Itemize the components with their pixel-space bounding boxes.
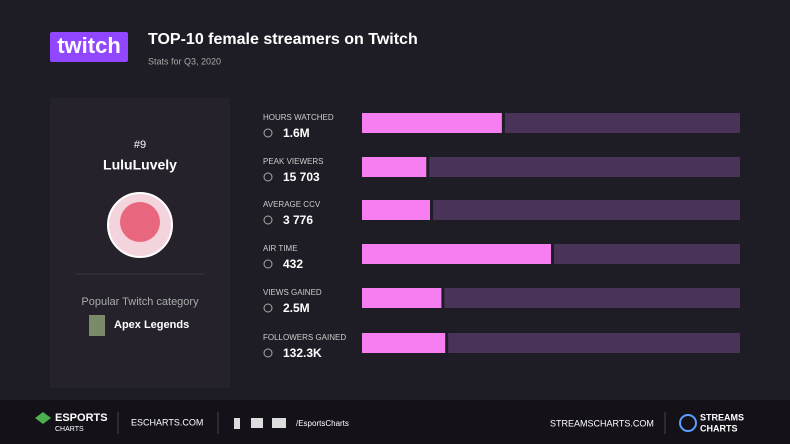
streamer-name: LuluLuvely [103,157,177,173]
bar [362,113,502,133]
social-icon [251,418,263,428]
avatar-art [120,202,160,242]
metric-value: 2.5M [283,301,310,315]
logo-bg [50,32,128,62]
category: Apex Legends [114,319,189,331]
bar [362,333,446,353]
brand1-top: ESPORTS [55,412,108,424]
footer-bg [0,400,790,444]
category-label: Popular Twitch category [81,296,199,308]
metric-value: 15 703 [283,170,320,184]
brand1-icon [35,412,51,424]
metric-icon [263,172,273,182]
bar-gap [426,157,430,177]
metric-label: PEAK VIEWERS [263,157,323,166]
metric-label: AVERAGE CCV [263,200,321,209]
bar-gap [501,113,505,133]
metric-icon [263,259,273,269]
metric-label: FOLLOWERS GAINED [263,333,346,342]
metric-value: 432 [283,257,303,271]
brand2-top: STREAMS [700,412,744,422]
metric-icon [263,348,273,358]
site2: STREAMSCHARTS.COM [550,418,654,428]
bar [362,200,431,220]
metric-icon [263,215,273,225]
brand2-bottom: CHARTS [700,423,738,433]
bar-gap [445,333,449,353]
metric-label: AIR TIME [263,244,298,253]
metric-value: 1.6M [283,126,310,140]
bar-track [362,333,740,353]
metric-value: 3 776 [283,213,313,227]
metric-label: VIEWS GAINED [263,288,322,297]
metric-label: HOURS WATCHED [263,113,334,122]
metric-icon [263,303,273,313]
game-icon [89,315,105,336]
title: TOP-10 female streamers on Twitch [148,31,418,48]
brand1-bottom: CHARTS [55,426,84,433]
bar-gap [441,288,445,308]
bar-track [362,288,740,308]
bar-track [362,200,740,220]
subtitle: Stats for Q3, 2020 [148,56,221,66]
social-icon [234,418,240,429]
metric-value: 132.3K [283,346,322,360]
logo: twitch [57,33,121,58]
social-icon [272,418,286,428]
bar-track [362,157,740,177]
site1: ESCHARTS.COM [131,417,203,427]
metrics: HOURS WATCHED 1.6M PEAK VIEWERS 15 703 AVERA… [263,113,740,360]
handle: /EsportsCharts [296,419,349,428]
bar-gap [551,244,554,264]
metric-icon [263,128,273,138]
brand2-icon [679,414,697,432]
bar [362,288,442,308]
rank: #9 [134,139,146,151]
bar-gap [430,200,434,220]
bar [362,157,427,177]
bar [362,244,551,264]
